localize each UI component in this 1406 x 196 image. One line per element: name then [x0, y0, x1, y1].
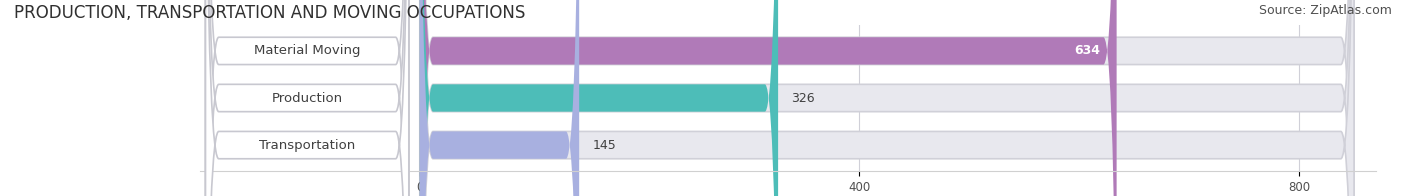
Text: Transportation: Transportation: [259, 139, 356, 152]
FancyBboxPatch shape: [420, 0, 778, 196]
Text: Production: Production: [271, 92, 343, 104]
FancyBboxPatch shape: [420, 0, 579, 196]
FancyBboxPatch shape: [205, 0, 409, 196]
FancyBboxPatch shape: [205, 0, 409, 196]
Text: Material Moving: Material Moving: [254, 44, 360, 57]
Text: 326: 326: [792, 92, 815, 104]
FancyBboxPatch shape: [420, 0, 1354, 196]
Text: PRODUCTION, TRANSPORTATION AND MOVING OCCUPATIONS: PRODUCTION, TRANSPORTATION AND MOVING OC…: [14, 4, 526, 22]
FancyBboxPatch shape: [420, 0, 1354, 196]
FancyBboxPatch shape: [205, 0, 409, 196]
Text: 634: 634: [1074, 44, 1099, 57]
FancyBboxPatch shape: [420, 0, 1354, 196]
FancyBboxPatch shape: [420, 0, 1116, 196]
Text: Source: ZipAtlas.com: Source: ZipAtlas.com: [1258, 4, 1392, 17]
Text: 145: 145: [592, 139, 616, 152]
